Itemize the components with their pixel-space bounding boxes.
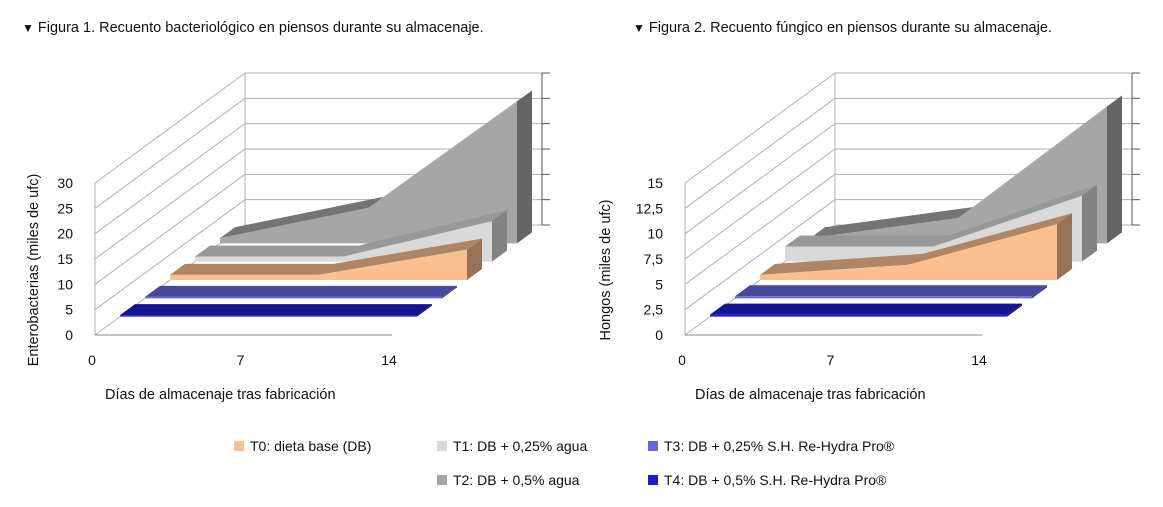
y-tick-label: 15 xyxy=(647,175,663,191)
series-top-0 xyxy=(120,304,432,316)
series-side-1 xyxy=(1032,285,1047,299)
legend-label: T0: dieta base (DB) xyxy=(250,438,372,454)
y-tick-labels: 0 5 10 15 20 25 30 xyxy=(57,175,73,343)
legend-swatch xyxy=(437,475,447,485)
series-side-4 xyxy=(517,90,532,244)
x-tick-label: 14 xyxy=(381,352,397,368)
series-top-1 xyxy=(145,285,457,297)
gridline-diagonal xyxy=(94,173,246,285)
series-side-2 xyxy=(1057,213,1072,280)
y-tick-label: 0 xyxy=(65,327,73,343)
chart-1-title: ▼ Figura 1. Recuento bacteriológico en pi… xyxy=(22,20,484,36)
series-top-3 xyxy=(785,184,1097,247)
legend-swatch xyxy=(234,441,244,451)
series-group xyxy=(120,90,532,317)
y-tick-label: 2,5 xyxy=(644,302,664,318)
series-side-3 xyxy=(1082,184,1097,262)
series-side-0 xyxy=(1007,303,1022,317)
y-tick-label: 5 xyxy=(65,302,73,318)
series-front-2 xyxy=(760,224,1057,280)
series-side-1 xyxy=(442,285,457,299)
gridline-diagonal xyxy=(684,199,836,311)
y-tick-label: 12,5 xyxy=(636,200,663,216)
x-tick-label: 7 xyxy=(237,352,245,368)
series-front-1 xyxy=(145,296,442,299)
gridline-diagonal xyxy=(94,199,246,311)
legend-item-t0: T0: dieta base (DB) xyxy=(234,438,371,454)
x-tick-labels: 0 7 14 xyxy=(678,352,987,368)
legend-swatch xyxy=(437,441,447,451)
y-tick-label: 25 xyxy=(57,200,73,216)
series-side-0 xyxy=(417,304,432,317)
y-tick-label: 20 xyxy=(57,226,73,242)
x-tick-label: 0 xyxy=(678,352,686,368)
series-top-0 xyxy=(710,303,1022,315)
legend-label: T4: DB + 0,5% S.H. Re-Hydra Pro® xyxy=(664,472,887,488)
gridline-diagonal xyxy=(684,173,836,285)
series-top-3 xyxy=(195,210,507,257)
y-tick-label: 15 xyxy=(57,251,73,267)
series-top-2 xyxy=(170,238,482,275)
collapse-triangle-icon: ▼ xyxy=(22,21,34,35)
series-front-0 xyxy=(120,315,417,317)
chart-2-svg: 0 2,5 5 7,5 10 12,5 15 0 7 14 Días de almacenaje t… xyxy=(598,72,1140,403)
series-front-2 xyxy=(170,249,467,280)
y-axis-label: Hongos (miles de ufc) xyxy=(598,199,614,340)
chart-2-title: ▼ Figura 2. Recuento fúngico en piensos d… xyxy=(633,20,1052,36)
series-front-1 xyxy=(735,296,1032,299)
y-tick-label: 10 xyxy=(57,276,73,292)
gridline-diagonal xyxy=(684,123,836,235)
chart-1-title-text: Figura 1. Recuento bacteriológico en pie… xyxy=(37,20,484,36)
legend-swatch xyxy=(648,441,658,451)
series-top-4 xyxy=(810,95,1122,239)
y-tick-labels: 0 2,5 5 7,5 10 12,5 15 xyxy=(636,175,663,343)
gridline-diagonal xyxy=(684,97,836,209)
series-top-1 xyxy=(735,285,1047,297)
x-axis-label: Días de almacenaje tras fabricación xyxy=(105,387,336,403)
x-axis-label: Días de almacenaje tras fabricación xyxy=(695,387,926,403)
series-side-2 xyxy=(467,238,482,280)
y-tick-label: 7,5 xyxy=(644,251,664,267)
y-axis-label: Enterobacterias (miles de ufc) xyxy=(26,174,42,367)
series-front-0 xyxy=(710,314,1007,317)
series-top-2 xyxy=(760,213,1072,275)
legend-item-t1: T1: DB + 0,25% agua xyxy=(437,438,587,454)
legend-item-t3: T3: DB + 0,25% S.H. Re-Hydra Pro® xyxy=(648,438,894,454)
chart-2-title-text: Figura 2. Recuento fúngico en piensos du… xyxy=(648,20,1052,36)
legend-label: T3: DB + 0,25% S.H. Re-Hydra Pro® xyxy=(664,438,895,454)
collapse-triangle-icon: ▼ xyxy=(633,21,645,35)
series-side-4 xyxy=(1107,95,1122,244)
x-tick-label: 0 xyxy=(88,352,96,368)
y-tick-label: 10 xyxy=(647,226,663,242)
x-tick-label: 7 xyxy=(827,352,835,368)
chart-1-svg: 0 5 10 15 20 25 30 0 7 14 Días de almacenaje tras … xyxy=(26,72,550,403)
y-tick-label: 0 xyxy=(655,327,663,343)
gridline-diagonal xyxy=(684,72,836,184)
series-side-3 xyxy=(492,210,507,262)
series-group xyxy=(710,95,1122,317)
x-tick-label: 14 xyxy=(971,352,987,368)
gridline-diagonal xyxy=(684,148,836,260)
gridline-diagonal xyxy=(94,123,246,235)
gridline-diagonal xyxy=(94,148,246,260)
legend-item-t4: T4: DB + 0,5% S.H. Re-Hydra Pro® xyxy=(648,472,886,488)
legend-label: T1: DB + 0,25% agua xyxy=(453,438,588,454)
legend-swatch xyxy=(648,475,658,485)
legend-label: T2: DB + 0,5% agua xyxy=(453,472,580,488)
legend-item-t2: T2: DB + 0,5% agua xyxy=(437,472,579,488)
x-tick-labels: 0 7 14 xyxy=(88,352,397,368)
gridline-diagonal xyxy=(94,72,246,184)
y-tick-label: 5 xyxy=(655,276,663,292)
series-front-4 xyxy=(220,101,517,244)
gridline-diagonal xyxy=(94,97,246,209)
y-tick-label: 30 xyxy=(57,175,73,191)
